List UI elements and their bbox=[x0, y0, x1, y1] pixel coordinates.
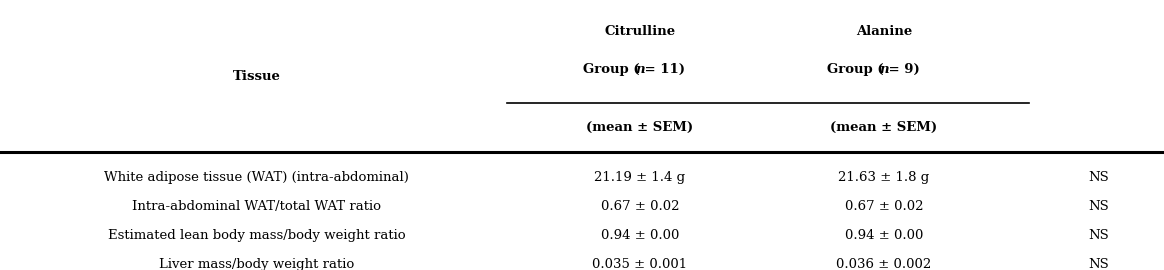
Text: (mean ± SEM): (mean ± SEM) bbox=[830, 121, 937, 134]
Text: 0.035 ± 0.001: 0.035 ± 0.001 bbox=[592, 258, 688, 270]
Text: Group (: Group ( bbox=[828, 63, 883, 76]
Text: n: n bbox=[636, 63, 645, 76]
Text: 0.94 ± 0.00: 0.94 ± 0.00 bbox=[601, 229, 680, 242]
Text: 21.19 ± 1.4 g: 21.19 ± 1.4 g bbox=[595, 171, 686, 184]
Text: = 9): = 9) bbox=[883, 63, 920, 76]
Text: n: n bbox=[879, 63, 889, 76]
Text: 0.036 ± 0.002: 0.036 ± 0.002 bbox=[836, 258, 931, 270]
Text: 0.67 ± 0.02: 0.67 ± 0.02 bbox=[601, 200, 680, 213]
Text: White adipose tissue (WAT) (intra-abdominal): White adipose tissue (WAT) (intra-abdomi… bbox=[105, 171, 410, 184]
Text: NS: NS bbox=[1088, 200, 1109, 213]
Text: 21.63 ± 1.8 g: 21.63 ± 1.8 g bbox=[838, 171, 930, 184]
Text: Liver mass/body weight ratio: Liver mass/body weight ratio bbox=[159, 258, 355, 270]
Text: (mean ± SEM): (mean ± SEM) bbox=[587, 121, 694, 134]
Text: = 11): = 11) bbox=[640, 63, 686, 76]
Text: Group (: Group ( bbox=[583, 63, 640, 76]
Text: Alanine: Alanine bbox=[856, 25, 913, 38]
Text: Estimated lean body mass/body weight ratio: Estimated lean body mass/body weight rat… bbox=[108, 229, 406, 242]
Text: Citrulline: Citrulline bbox=[604, 25, 675, 38]
Text: 0.94 ± 0.00: 0.94 ± 0.00 bbox=[845, 229, 923, 242]
Text: NS: NS bbox=[1088, 229, 1109, 242]
Text: Intra-abdominal WAT/total WAT ratio: Intra-abdominal WAT/total WAT ratio bbox=[133, 200, 382, 213]
Text: 0.67 ± 0.02: 0.67 ± 0.02 bbox=[845, 200, 923, 213]
Text: NS: NS bbox=[1088, 171, 1109, 184]
Text: Tissue: Tissue bbox=[233, 70, 281, 83]
Text: NS: NS bbox=[1088, 258, 1109, 270]
